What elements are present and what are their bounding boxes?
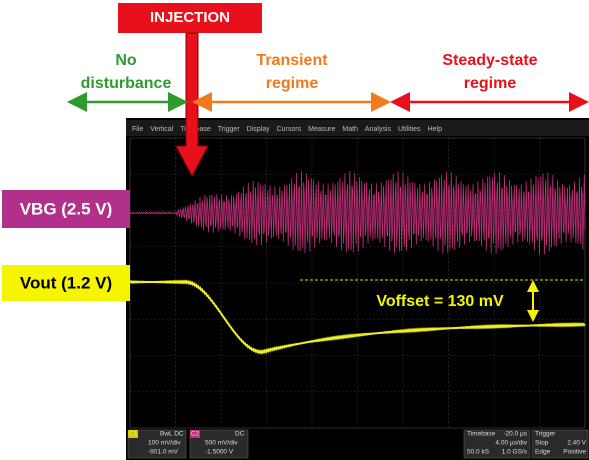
vbg-trace <box>129 170 586 255</box>
steady-1: Steady-state <box>442 52 537 69</box>
menu-item: Math <box>342 126 358 133</box>
steady-2: regime <box>464 75 517 92</box>
c1-name: C1 <box>129 431 138 438</box>
vout-label: Vout (1.2 V) <box>20 273 112 292</box>
menu-item: Utilities <box>398 126 421 133</box>
trigger-mode: Stop <box>535 440 549 447</box>
menu-item: Measure <box>308 126 335 133</box>
injection-arrow <box>175 32 209 178</box>
menu-item: Help <box>428 126 443 133</box>
vout-box <box>2 265 130 301</box>
c2-name: C2 <box>191 431 200 438</box>
timebase-delay: -20.0 µs <box>503 431 527 438</box>
vbg-box <box>2 190 130 228</box>
menu-item: Analysis <box>365 126 392 133</box>
injection-label: INJECTION <box>150 9 230 26</box>
trigger-slope: Positive <box>563 449 586 456</box>
timebase-rate: 1.0 GS/s <box>502 449 528 456</box>
status-bar: C1 BwL DC 100 mV/div -901.0 mV C2 DC 500… <box>127 429 589 459</box>
trigger-type: Edge <box>535 449 551 456</box>
menu-item: Vertical <box>150 126 173 133</box>
menu-item: Display <box>247 126 270 133</box>
c2-coupling: DC <box>235 431 245 438</box>
c1-scale: 100 mV/div <box>148 440 181 447</box>
no-disturbance-1: No <box>115 52 137 69</box>
vout-trace <box>129 279 586 355</box>
no-disturbance-2: disturbance <box>81 75 172 92</box>
c2-offset: -1.5000 V <box>205 449 234 456</box>
timebase-title: Timebase <box>467 431 496 438</box>
menu-bar <box>126 120 589 136</box>
injection-box <box>118 3 262 33</box>
menu-item: Trigger <box>218 126 241 133</box>
trigger-level: 2.40 V <box>567 440 586 447</box>
timebase-samples: 50.0 kS <box>467 449 490 456</box>
c1-coupling: BwL DC <box>160 431 184 438</box>
c1-offset: -901.0 mV <box>148 449 179 456</box>
trigger-title: Trigger <box>535 431 556 438</box>
voffset-label: Voffset = 130 mV <box>376 293 504 310</box>
transient-1: Transient <box>256 52 328 69</box>
c2-scale: 500 mV/div <box>205 440 238 447</box>
timebase-div: 4.00 µs/div <box>495 440 527 447</box>
vbg-label: VBG (2.5 V) <box>20 199 113 218</box>
menu-item: File <box>132 126 143 133</box>
menu-item: Cursors <box>277 126 302 133</box>
transient-2: regime <box>266 75 319 92</box>
